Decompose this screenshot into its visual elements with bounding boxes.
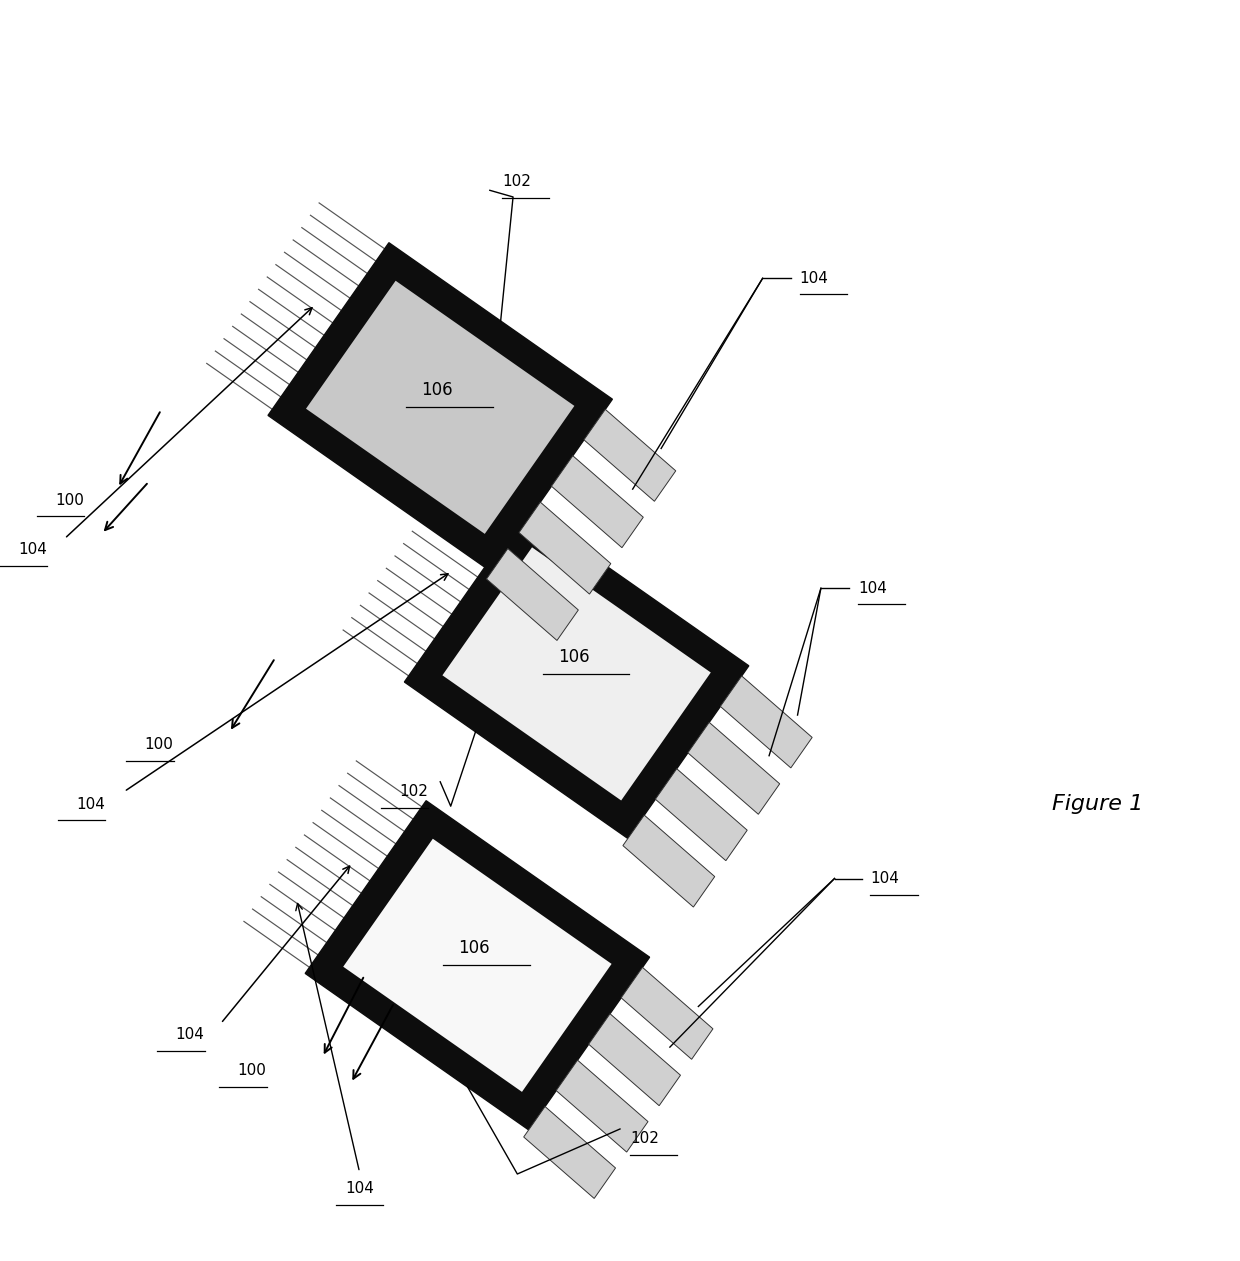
Polygon shape	[557, 1061, 649, 1153]
Polygon shape	[688, 723, 780, 815]
Polygon shape	[720, 676, 812, 768]
Polygon shape	[306, 281, 574, 533]
Polygon shape	[656, 769, 748, 861]
Text: 104: 104	[858, 581, 887, 596]
Polygon shape	[622, 815, 714, 907]
Polygon shape	[486, 549, 578, 641]
Text: 102: 102	[502, 174, 531, 189]
Text: 102: 102	[630, 1131, 658, 1146]
Polygon shape	[443, 547, 711, 801]
Text: Figure 1: Figure 1	[1052, 794, 1143, 815]
Text: 100: 100	[56, 493, 84, 508]
Text: 104: 104	[800, 271, 828, 286]
Polygon shape	[305, 801, 650, 1130]
Polygon shape	[343, 839, 611, 1092]
Text: 104: 104	[345, 1182, 374, 1195]
Polygon shape	[520, 502, 611, 594]
Text: 100: 100	[238, 1063, 267, 1078]
Text: 104: 104	[176, 1028, 205, 1043]
Text: 100: 100	[145, 738, 174, 752]
Polygon shape	[404, 509, 749, 839]
Text: 102: 102	[399, 784, 428, 799]
Polygon shape	[268, 242, 613, 572]
Polygon shape	[589, 1014, 681, 1106]
Text: 106: 106	[459, 939, 490, 957]
Polygon shape	[584, 410, 676, 502]
Polygon shape	[621, 967, 713, 1059]
Polygon shape	[552, 455, 644, 547]
Text: 104: 104	[870, 871, 899, 886]
Text: 104: 104	[19, 542, 47, 557]
Text: 106: 106	[422, 381, 453, 398]
Text: 104: 104	[77, 797, 105, 812]
Text: 106: 106	[558, 648, 589, 666]
Polygon shape	[523, 1106, 615, 1198]
